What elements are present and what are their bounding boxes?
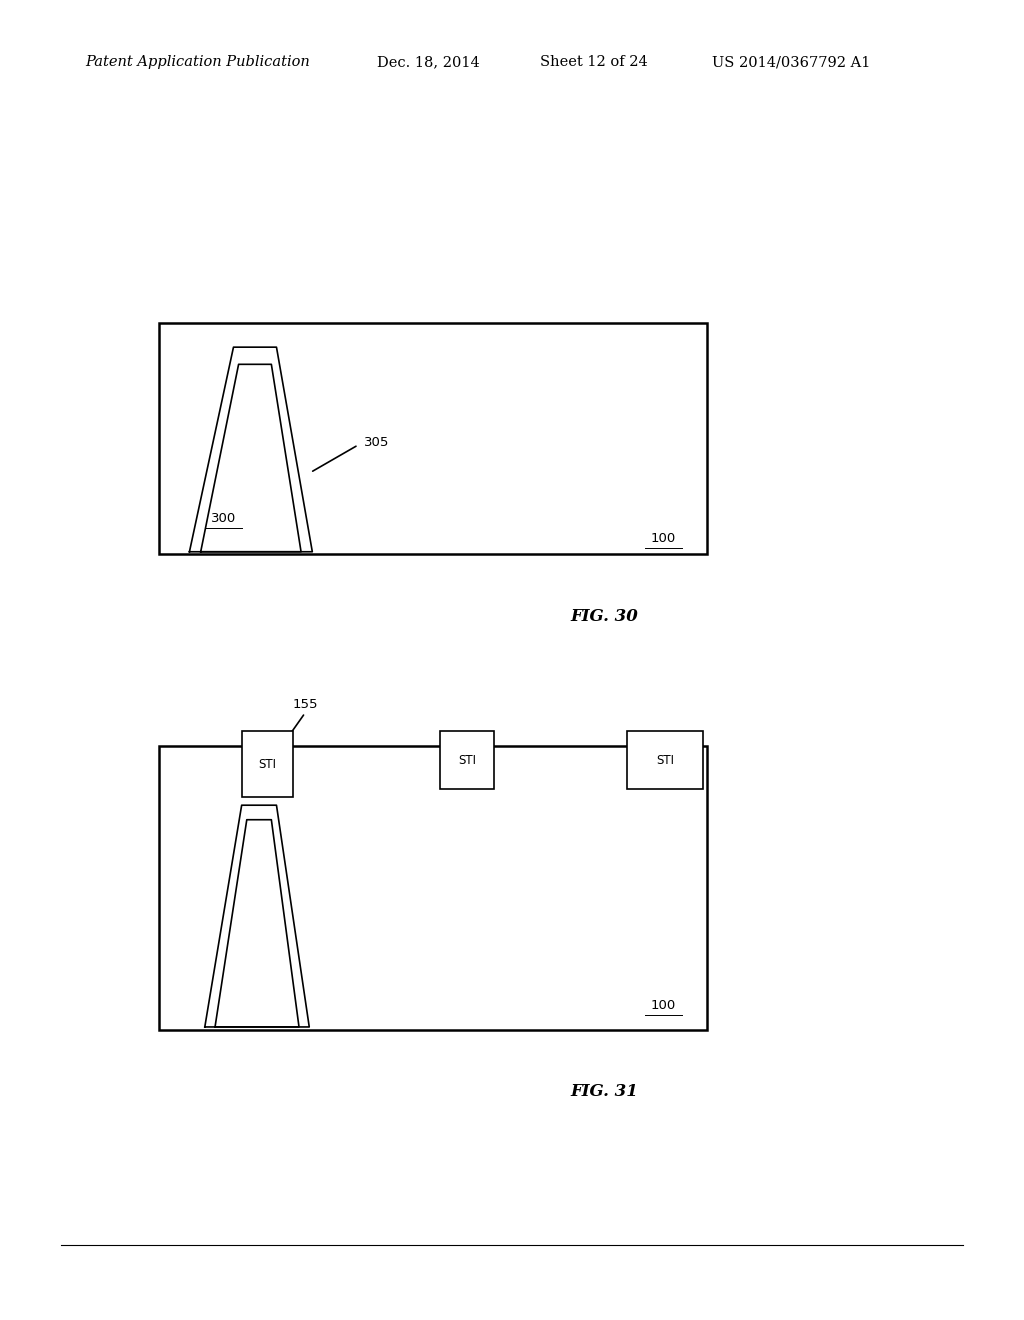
Text: STI: STI (258, 758, 276, 771)
Text: US 2014/0367792 A1: US 2014/0367792 A1 (712, 55, 870, 69)
Text: STI: STI (656, 754, 674, 767)
Text: 155: 155 (293, 698, 317, 711)
Bar (242, 731, 293, 797)
Text: Patent Application Publication: Patent Application Publication (85, 55, 309, 69)
Bar (159, 323, 707, 554)
Bar (627, 731, 703, 789)
Text: FIG. 31: FIG. 31 (570, 1084, 638, 1100)
Bar (159, 746, 707, 1030)
Text: Sheet 12 of 24: Sheet 12 of 24 (540, 55, 647, 69)
Text: FIG. 30: FIG. 30 (570, 609, 638, 624)
Text: Dec. 18, 2014: Dec. 18, 2014 (377, 55, 479, 69)
Text: 100: 100 (651, 999, 676, 1012)
Text: 100: 100 (651, 532, 676, 545)
Text: 305: 305 (364, 436, 389, 449)
Text: 300: 300 (211, 512, 236, 525)
Text: STI: STI (458, 754, 476, 767)
Bar (440, 731, 494, 789)
